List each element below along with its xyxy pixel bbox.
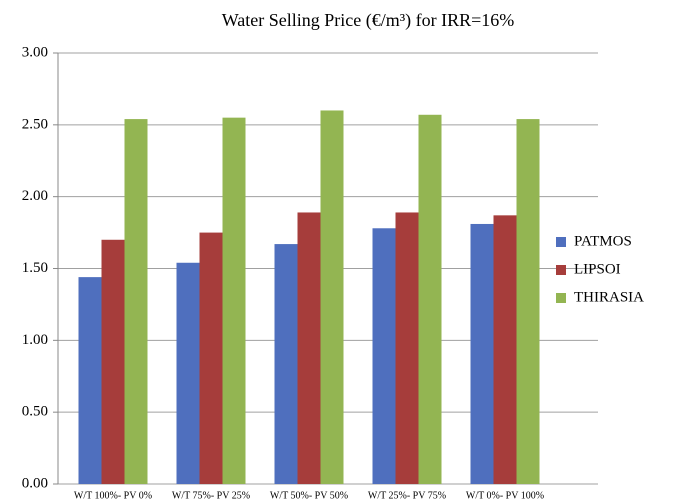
bar	[176, 262, 200, 484]
bar	[516, 119, 540, 484]
y-tick-label: 2.00	[22, 188, 48, 204]
legend-swatch	[556, 265, 566, 275]
bar	[199, 232, 223, 484]
bar	[320, 110, 344, 484]
y-tick-label: 1.00	[22, 332, 48, 348]
y-tick-label: 0.50	[22, 404, 48, 420]
bar	[222, 117, 246, 485]
legend-label: PATMOS	[574, 233, 632, 249]
bar	[274, 244, 298, 484]
bar	[418, 114, 442, 484]
y-tick-label: 1.50	[22, 260, 48, 276]
x-tick-label: W/T 0%- PV 100%	[466, 490, 544, 501]
chart-title: Water Selling Price (€/m³) for IRR=16%	[222, 10, 515, 31]
bar	[372, 228, 396, 484]
bar	[78, 277, 102, 484]
x-tick-label: W/T 100%- PV 0%	[74, 490, 152, 501]
legend-label: THIRASIA	[574, 289, 644, 305]
legend-label: LIPSOI	[574, 261, 621, 277]
x-tick-label: W/T 75%- PV 25%	[172, 490, 250, 501]
legend-swatch	[556, 237, 566, 247]
bar	[297, 212, 321, 484]
bar	[470, 223, 494, 485]
y-tick-label: 2.50	[22, 116, 48, 132]
bar	[124, 119, 148, 484]
y-tick-label: 3.00	[22, 44, 48, 60]
bar	[493, 215, 517, 485]
bar	[101, 239, 125, 484]
x-tick-label: W/T 50%- PV 50%	[270, 490, 348, 501]
legend-swatch	[556, 293, 566, 303]
y-tick-label: 0.00	[22, 475, 48, 491]
x-tick-label: W/T 25%- PV 75%	[368, 490, 446, 501]
bar	[395, 212, 419, 484]
